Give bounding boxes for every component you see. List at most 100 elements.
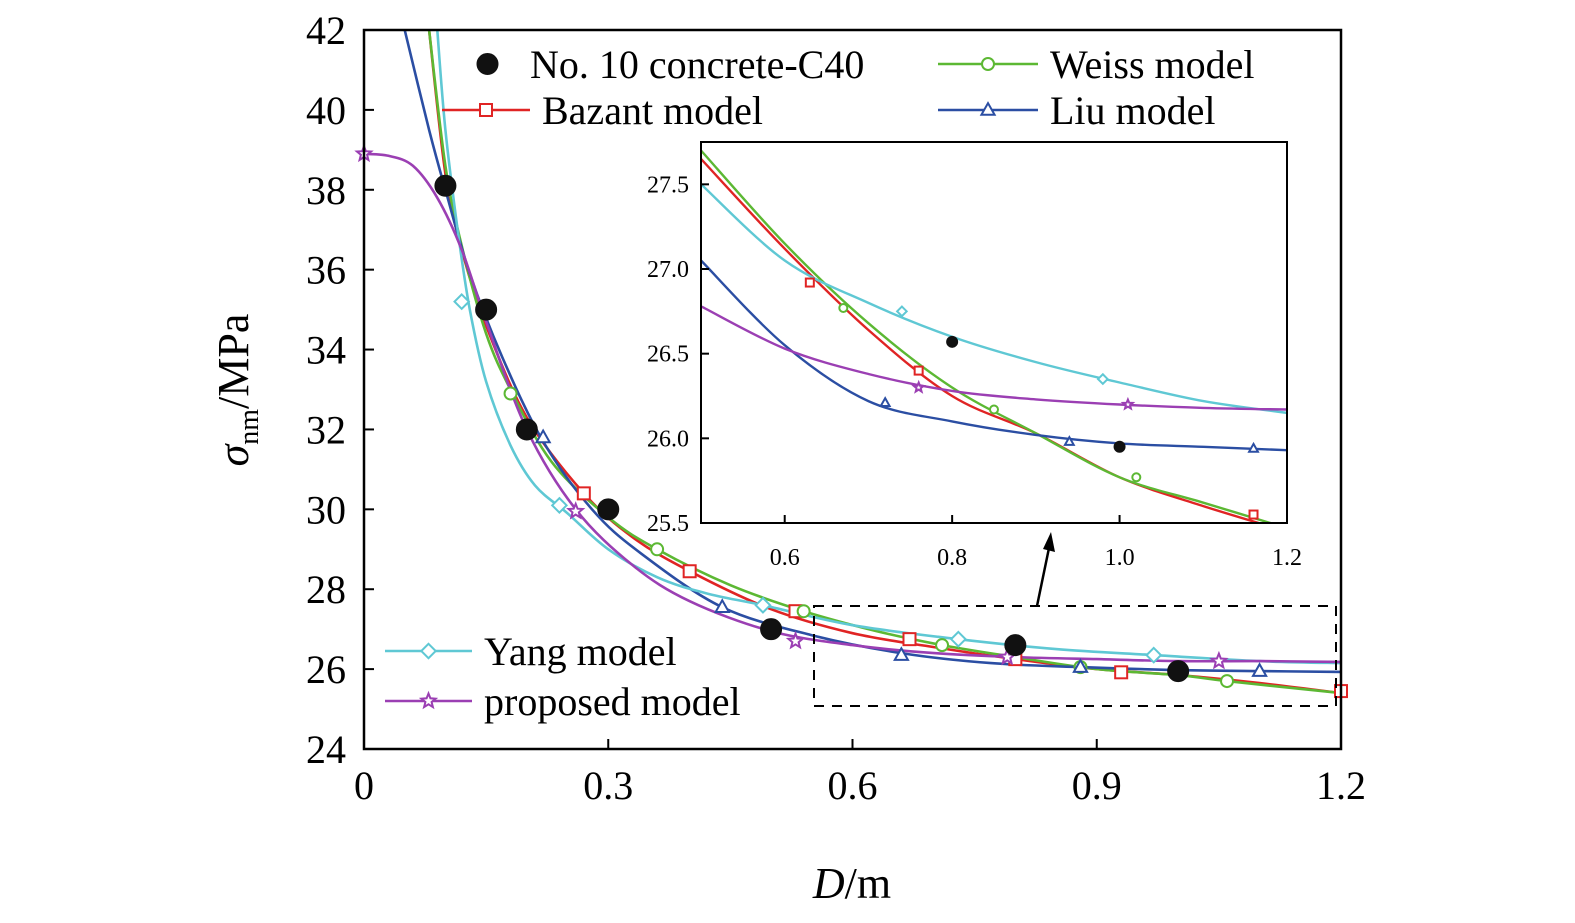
main-x-tick-label: 1.2	[1316, 763, 1366, 808]
inset-y-tick-label: 26.0	[647, 426, 689, 452]
main-marker-bazant	[576, 486, 591, 501]
main-marker-weiss	[1220, 674, 1235, 689]
main-x-tick-label: 0.6	[828, 763, 878, 808]
inset-plot: 0.6 0.8 1.0 1.2 25.5 26.0 26.5 27.0 27.5	[647, 141, 1302, 571]
main-y-tick-label: 30	[306, 487, 346, 532]
legend-marker-yang	[419, 642, 438, 660]
inset-background	[701, 142, 1287, 523]
main-marker-yang	[453, 293, 471, 311]
main-markers	[354, 143, 1348, 699]
inset-y-tick-label: 27.0	[647, 257, 689, 283]
main-marker-weiss	[796, 604, 811, 619]
inset-x-tick-label: 1.0	[1105, 545, 1135, 571]
main-y-tick-label: 28	[306, 567, 346, 612]
legend-entry-liu: Liu model	[938, 88, 1216, 133]
legend-marker-bazant	[479, 103, 493, 117]
inset-experimental-point	[1113, 440, 1126, 453]
zoom-arrow	[1035, 532, 1055, 607]
legend-entry-yang: Yang model	[385, 629, 677, 674]
inset-marker-liu	[1247, 441, 1260, 453]
inset-line-yang	[701, 183, 1287, 415]
inset-line-weiss	[701, 149, 1275, 523]
inset-y-tick-label: 25.5	[647, 511, 689, 537]
main-marker-liu	[1251, 662, 1268, 677]
legend-label-liu: Liu model	[1050, 88, 1216, 133]
legend-label-proposed: proposed model	[484, 679, 741, 724]
inset-y-tick-label: 27.5	[647, 172, 689, 198]
main-line-yang	[436, 30, 1341, 665]
inset-x-tick-label: 0.6	[770, 545, 800, 571]
inset-marker-weiss	[1131, 472, 1142, 483]
main-experimental-point	[515, 418, 538, 441]
inset-marker-proposed	[911, 379, 927, 394]
main-experimental-point	[1004, 634, 1027, 657]
main-marker-liu	[1072, 658, 1089, 673]
main-x-tick-label: 0	[354, 763, 374, 808]
main-y-tick-label: 40	[306, 88, 346, 133]
inset-line-proposed	[701, 305, 1287, 411]
x-axis-label: D/m	[812, 859, 891, 908]
inset-marker-weiss	[838, 302, 849, 313]
main-marker-weiss	[503, 386, 518, 401]
main-y-tick-label: 24	[306, 727, 346, 772]
inset-axes-frame	[700, 141, 1288, 524]
legend-label-yang: Yang model	[484, 629, 677, 674]
main-line-proposed	[364, 152, 1341, 664]
main-y-tick-label: 34	[306, 328, 346, 373]
inset-line-bazant	[701, 158, 1263, 523]
main-plot: 0 0.3 0.6 0.9 1.2 24 26 28 30 32 34 36 38 40 42	[306, 8, 1366, 808]
inset-line-liu	[701, 259, 1287, 452]
inset-marker-bazant	[1248, 509, 1259, 520]
inset-curves	[701, 149, 1287, 523]
x-axis-label-symbol: D	[812, 859, 845, 908]
main-marker-bazant	[902, 632, 917, 647]
main-y-tick-label: 36	[306, 248, 346, 293]
inset-marker-yang	[1096, 372, 1110, 386]
main-y-tick-label: 38	[306, 168, 346, 213]
legend-label-bazant: Bazant model	[542, 88, 763, 133]
inset-markers	[804, 277, 1260, 520]
main-marker-bazant	[682, 564, 697, 579]
legend-marker-weiss	[981, 57, 995, 71]
main-marker-proposed	[566, 501, 586, 520]
legend-label-experiment: No. 10 concrete-C40	[530, 42, 864, 87]
inset-x-tick-label: 1.2	[1272, 545, 1302, 571]
main-marker-yang	[949, 630, 967, 648]
inset-marker-weiss	[989, 404, 999, 415]
y-axis-label-subscript: nm	[234, 409, 265, 445]
legend-entry-bazant: Bazant model	[442, 88, 763, 133]
main-experimental-point	[434, 174, 457, 197]
main-ticks: 0 0.3 0.6 0.9 1.2 24 26 28 30 32 34 36 38 40 42	[306, 8, 1366, 808]
inset-marker-bazant	[804, 277, 815, 288]
zoom-region-box	[813, 605, 1337, 707]
inset-y-tick-label: 26.5	[647, 342, 689, 368]
inset-marker-yang	[895, 305, 909, 318]
inset-marker-liu	[1063, 435, 1076, 446]
legend-entry-proposed: proposed model	[385, 679, 741, 724]
main-experimental-point	[475, 298, 498, 321]
main-marker-liu	[713, 598, 731, 613]
main-experimental-point	[1167, 660, 1190, 683]
main-x-tick-label: 0.3	[583, 763, 633, 808]
main-marker-liu	[534, 428, 552, 444]
inset-ticks: 0.6 0.8 1.0 1.2 25.5 26.0 26.5 27.0 27.5	[647, 172, 1302, 571]
y-axis-label-unit: /MPa	[209, 314, 258, 409]
inset-x-tick-label: 0.8	[937, 545, 967, 571]
legend-entry-experiment: No. 10 concrete-C40	[476, 42, 864, 87]
legend-marker-proposed	[418, 690, 439, 710]
inset-experimental-point	[946, 335, 959, 348]
main-marker-proposed	[785, 630, 806, 650]
main-marker-bazant	[1114, 665, 1129, 680]
legend-marker-experiment	[476, 53, 499, 75]
main-y-tick-label: 42	[306, 8, 346, 53]
inset-marker-bazant	[913, 365, 924, 376]
main-marker-weiss	[650, 542, 665, 557]
legend-marker-liu	[979, 101, 997, 116]
y-axis-label: σnm/MPa	[209, 314, 265, 467]
main-experimental-point	[760, 618, 783, 641]
main-marker-proposed	[1209, 650, 1229, 670]
main-x-tick-label: 0.9	[1072, 763, 1122, 808]
inset-marker-liu	[879, 396, 892, 407]
